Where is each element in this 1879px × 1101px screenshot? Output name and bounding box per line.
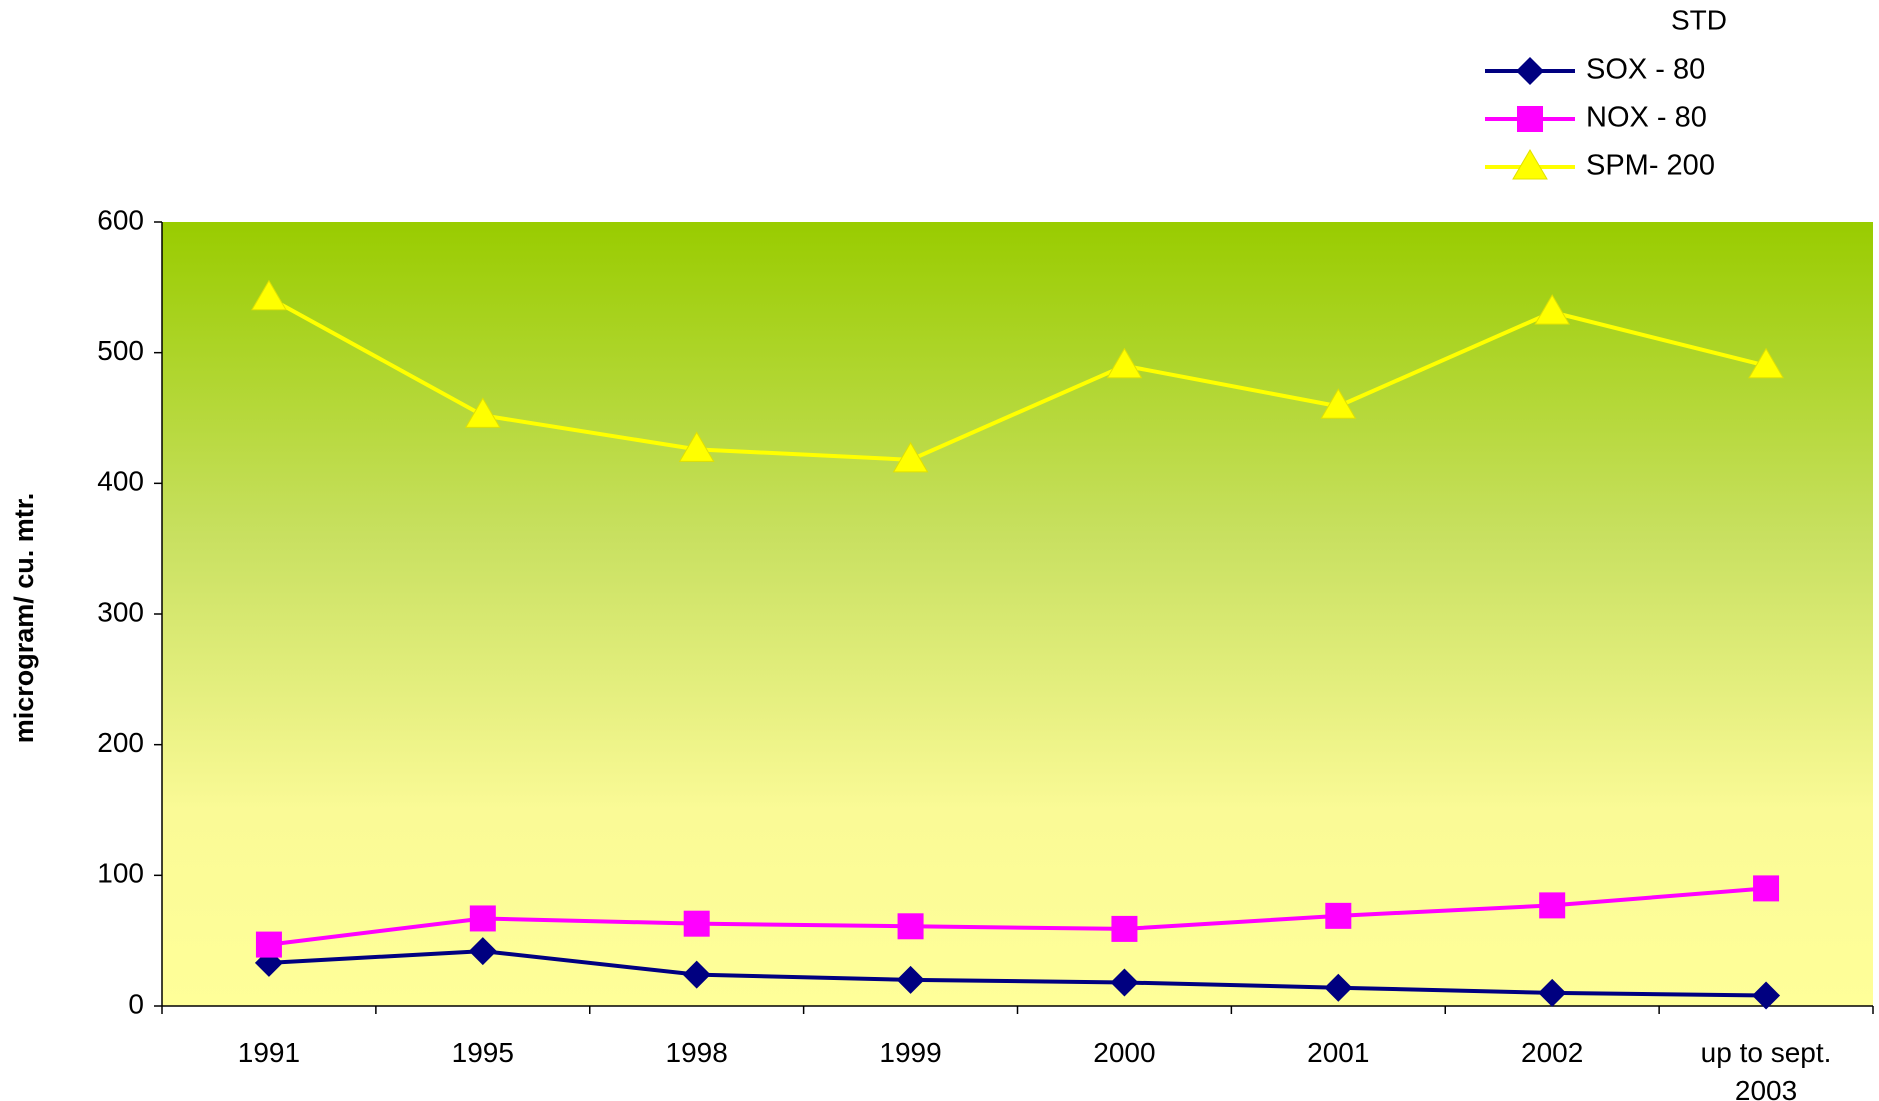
marker: [1534, 294, 1571, 325]
y-tick-label: 0: [128, 988, 144, 1019]
marker: [1539, 892, 1566, 919]
marker: [1538, 978, 1567, 1007]
y-tick-label: 600: [97, 204, 144, 235]
marker: [469, 905, 496, 932]
series-line: [268, 886, 1767, 947]
marker: [1106, 347, 1143, 379]
marker: [1110, 968, 1139, 997]
legend-title: STD: [1671, 4, 1727, 35]
marker: [1325, 902, 1352, 929]
y-tick-label: 100: [97, 858, 144, 889]
y-tick-label: 300: [97, 596, 144, 627]
x-tick-label: 1991: [237, 1037, 301, 1068]
y-tick-label: 200: [97, 727, 144, 758]
legend-marker: [1517, 106, 1543, 132]
marker: [683, 910, 710, 937]
marker: [255, 931, 282, 958]
x-tick-label: 1999: [879, 1037, 942, 1068]
marker: [1324, 973, 1353, 1002]
y-tick-label: 400: [97, 466, 144, 497]
legend-label: SOX - 80: [1586, 54, 1705, 86]
marker: [892, 441, 929, 473]
marker: [251, 279, 287, 311]
x-tick-label: 1998: [665, 1037, 728, 1068]
marker: [897, 913, 924, 940]
legend-label: NOX - 80: [1586, 102, 1707, 134]
y-axis-label: microgram/ cu. mtr.: [9, 493, 39, 744]
x-tick-label: 2002: [1521, 1037, 1584, 1068]
marker: [896, 965, 925, 994]
marker: [1748, 347, 1784, 379]
series-line: [267, 296, 1767, 462]
marker: [678, 431, 715, 462]
marker: [1753, 875, 1780, 902]
legend-label: SPM- 200: [1586, 150, 1715, 182]
series-line: [268, 949, 1767, 998]
marker: [1320, 388, 1357, 419]
x-tick-label: 1995: [451, 1037, 514, 1068]
marker: [468, 937, 497, 966]
marker: [1111, 915, 1138, 942]
legend-marker: [1516, 57, 1544, 85]
x-tick-label: up to sept. 2003: [1700, 1037, 1832, 1101]
legend-marker: [1512, 149, 1548, 180]
marker: [1752, 981, 1781, 1010]
y-tick-label: 500: [97, 335, 144, 366]
marker: [464, 397, 501, 428]
x-tick-label: 2001: [1307, 1037, 1370, 1068]
marker: [682, 960, 711, 989]
plot-area: [162, 222, 1873, 1006]
x-tick-label: 2000: [1093, 1037, 1156, 1068]
